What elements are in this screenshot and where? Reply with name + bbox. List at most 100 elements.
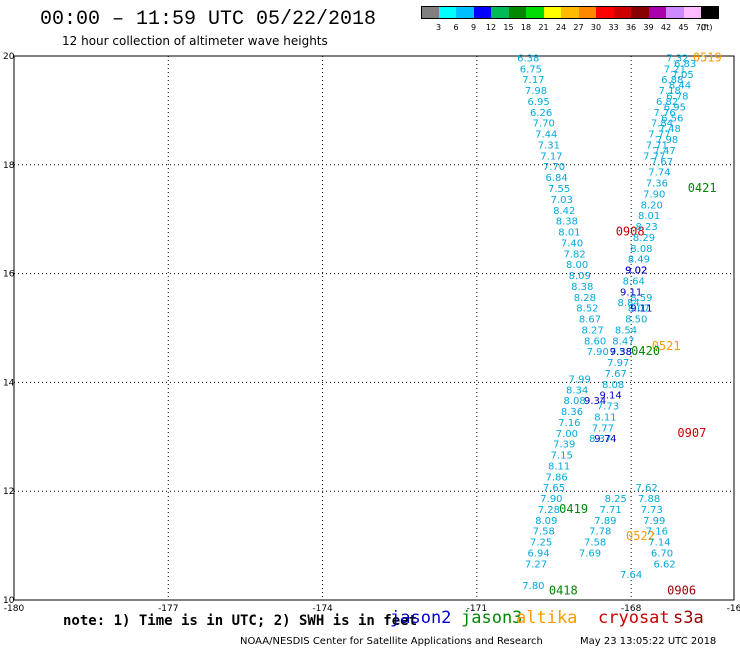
swh-value: 9.14	[599, 391, 621, 402]
footer-note: note: 1) Time is in UTC; 2) SWH is in fe…	[63, 613, 418, 629]
legend-swatch	[701, 6, 719, 19]
x-tick-label: -16	[727, 604, 740, 614]
swh-value: 8.11	[548, 461, 570, 472]
legend-swatch	[473, 6, 491, 19]
legend-swatch	[683, 6, 701, 19]
pass-label: 0519	[693, 50, 722, 64]
swh-value: 7.88	[638, 494, 660, 505]
swh-value: 8.08	[630, 244, 652, 255]
swh-value: 6.95	[664, 102, 686, 113]
legend-swatch	[421, 6, 439, 19]
swh-value: 8.01	[638, 211, 660, 222]
swh-value: 7.64	[620, 570, 642, 581]
x-tick-label: -168	[621, 604, 642, 614]
swh-value: 8.28	[574, 293, 596, 304]
swh-value: 8.08	[602, 380, 624, 391]
swh-value: 8.01	[558, 228, 580, 239]
legend-swatch	[613, 6, 631, 19]
swh-value: 8.36	[561, 407, 583, 418]
swh-value: 7.78	[589, 527, 611, 538]
y-tick-label: 14	[3, 378, 15, 388]
swh-value: 8.38	[571, 282, 593, 293]
chart-title: 00:00 – 11:59 UTC 05/22/2018	[40, 8, 377, 31]
swh-value: 9.38	[610, 347, 632, 358]
swh-value: 7.25	[530, 538, 552, 549]
swh-value: 9.11	[620, 287, 642, 298]
legend-swatch	[561, 6, 579, 19]
swh-value: 7.89	[594, 516, 616, 527]
swh-value: 6.78	[666, 92, 688, 103]
swh-value: 7.55	[548, 184, 570, 195]
legend-swatch	[596, 6, 614, 19]
swh-value: 8.67	[579, 315, 601, 326]
swh-value: 7.15	[551, 451, 573, 462]
swh-value: 6.88	[661, 75, 683, 86]
x-tick-label: -180	[4, 604, 25, 614]
legend-label: 36	[625, 23, 637, 32]
legend-label: 70	[695, 23, 707, 32]
pass-label: 0907	[677, 426, 706, 440]
swh-value: 7.98	[656, 135, 678, 146]
swh-value: 8.25	[605, 494, 627, 505]
swh-value: 9.34	[584, 396, 606, 407]
legend-label: 15	[503, 23, 514, 32]
swh-value: 6.94	[527, 548, 549, 559]
y-tick-label: 12	[3, 487, 14, 497]
swh-value: 7.18	[659, 86, 681, 97]
swh-value: 7.90	[587, 347, 609, 358]
swh-value: 7.71	[599, 505, 621, 516]
swh-value: 7.90	[643, 189, 665, 200]
swh-value: 7.73	[641, 505, 663, 516]
mission-s3a: s3a	[673, 608, 704, 628]
swh-value: 8.54	[615, 325, 637, 336]
swh-value: 8.34	[566, 385, 588, 396]
swh-value: 7.16	[646, 527, 668, 538]
swh-value: 7.70	[543, 162, 565, 173]
swh-value: 7.86	[545, 472, 567, 483]
swh-value: 7.03	[551, 195, 573, 206]
swh-value: 8.44	[669, 81, 691, 92]
swh-value: 6.75	[520, 64, 542, 75]
mission-cryosat: cryosat	[598, 608, 670, 628]
pass-label: 0522	[626, 529, 655, 543]
x-tick-label: -171	[467, 604, 487, 614]
swh-value: 7.16	[558, 418, 580, 429]
swh-value: 7.21	[664, 64, 686, 75]
pass-label: 0521	[652, 339, 681, 353]
swh-value: 7.76	[653, 108, 675, 119]
x-tick-label: -174	[312, 604, 333, 614]
swh-value: 7.48	[659, 124, 681, 135]
swh-value: 7.58	[584, 538, 606, 549]
legend-swatch	[456, 6, 474, 19]
swh-value: 7.98	[525, 86, 547, 97]
swh-value: 7.62	[635, 483, 657, 494]
swh-value: 7.77	[643, 151, 665, 162]
swh-value: 6.62	[653, 559, 675, 570]
pass-label: 0906	[667, 584, 696, 598]
swh-value: 8.09	[569, 271, 591, 282]
swh-value: 7.84	[651, 119, 673, 130]
mission-jason3: jason3	[461, 608, 523, 628]
legend-label: 27	[573, 23, 584, 32]
swh-value: 7.73	[597, 402, 619, 413]
swh-value: 8.37	[589, 434, 611, 445]
legend-label: 6	[453, 23, 459, 32]
swh-value: 7.28	[538, 505, 560, 516]
swh-value: 7.36	[646, 179, 668, 190]
swh-value: 7.32	[666, 53, 688, 64]
legend-swatch	[438, 6, 456, 19]
swh-value: 7.77	[592, 423, 614, 434]
swh-value: 7.44	[535, 130, 557, 141]
swh-value: 8.42	[553, 206, 575, 217]
swh-value: 8.60	[584, 336, 606, 347]
plot-frame	[13, 55, 735, 601]
swh-value: 7.99	[569, 374, 591, 385]
swh-value: 7.27	[525, 559, 547, 570]
legend-label: 21	[538, 23, 549, 32]
y-tick-label: 10	[3, 596, 15, 606]
legend-swatch	[666, 6, 684, 19]
swh-value: 8.08	[563, 396, 585, 407]
swh-value: 7.77	[648, 130, 670, 141]
swh-value: 9.74	[594, 434, 616, 445]
swh-value: 7.65	[543, 483, 565, 494]
